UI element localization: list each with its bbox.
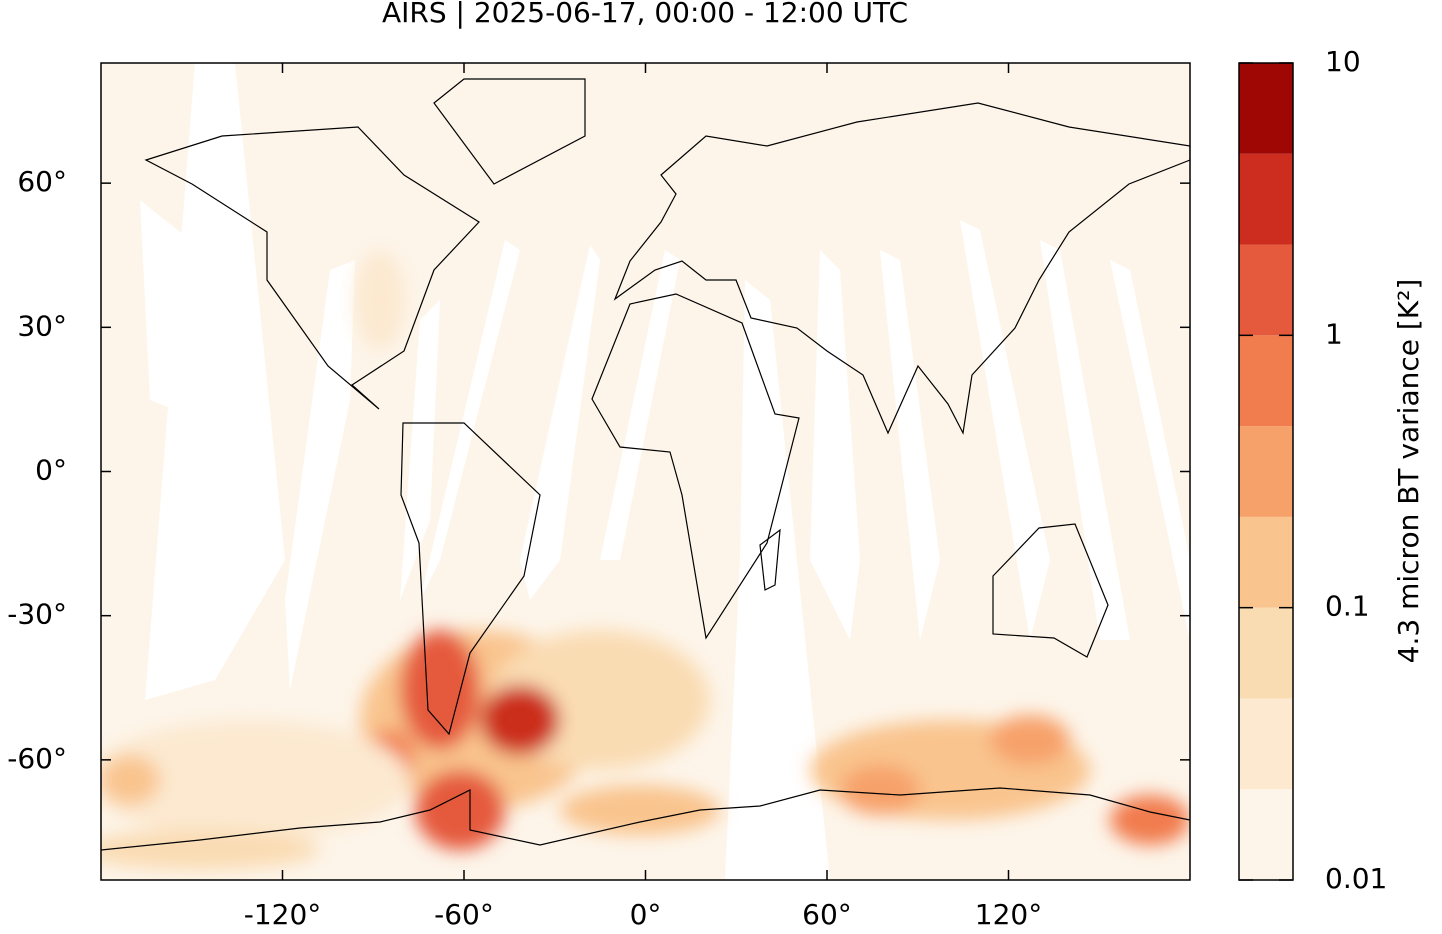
colorbar-band [1239, 607, 1293, 699]
y-tick-label: 30° [17, 309, 67, 342]
y-tick-label: 0° [35, 454, 67, 487]
x-tick-label: -120° [244, 898, 322, 930]
x-tick-label: 0° [630, 898, 662, 930]
colorbar-band [1239, 789, 1293, 880]
x-tick-label: 60° [802, 898, 852, 930]
colorbar-band [1239, 153, 1293, 245]
colorbar-tick-label: 0.1 [1325, 590, 1370, 623]
y-tick-label: -60° [7, 742, 67, 775]
colorbar-band [1239, 516, 1293, 608]
colorbar-band [1239, 426, 1293, 517]
x-tick-label: 120° [975, 898, 1042, 930]
x-tick-label: -60° [434, 898, 494, 930]
colorbar-tick-label: 1 [1325, 317, 1343, 350]
colorbar-tick-label: 10 [1325, 45, 1361, 78]
variance-patches [101, 250, 1190, 870]
y-tick-label: 60° [17, 165, 67, 198]
colorbar-band [1239, 63, 1293, 154]
colorbar-frame [1238, 62, 1294, 881]
colorbar-band [1239, 244, 1293, 336]
colorbar-label: 4.3 micron BT variance [K²] [1392, 279, 1425, 664]
orbit-gaps [140, 63, 1190, 880]
y-tick-label: -30° [7, 598, 67, 631]
colorbar-band [1239, 698, 1293, 790]
coastlines [101, 78, 1190, 851]
map-title: AIRS | 2025-06-17, 00:00 - 12:00 UTC [382, 0, 908, 29]
map-area [101, 63, 1190, 880]
colorbar-band [1239, 335, 1293, 427]
colorbar-tick-label: 0.01 [1325, 862, 1387, 895]
